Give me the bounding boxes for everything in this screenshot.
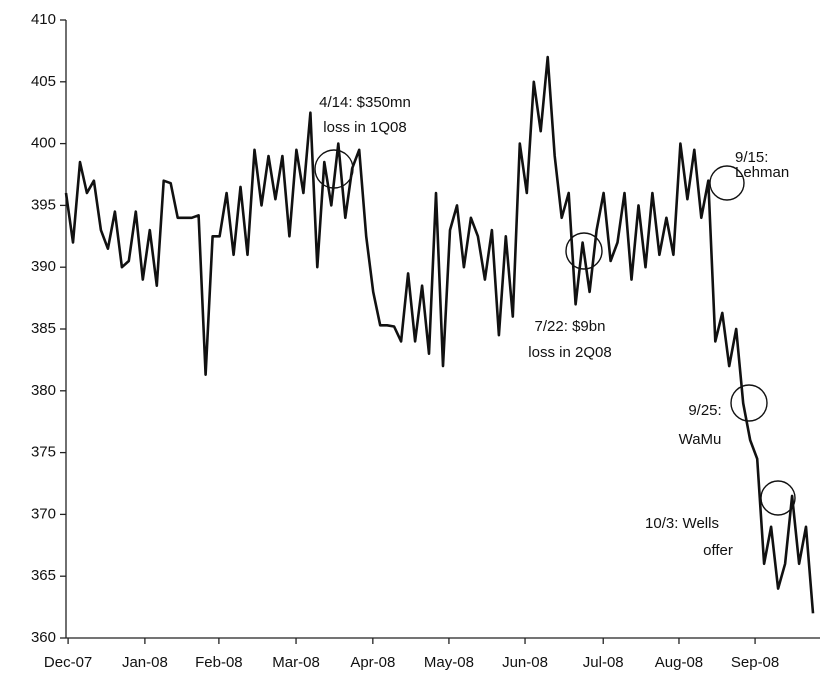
circle: [565, 232, 603, 270]
line: [64, 55, 815, 614]
y-tick-label: 370: [31, 505, 56, 522]
annotation: 4/14: $350mn: [319, 94, 411, 111]
x-tick-label: Mar-08: [272, 654, 320, 671]
x-tick-label: Jan-08: [122, 654, 168, 671]
x-tick-label: Sep-08: [731, 654, 779, 671]
annotation: 9/15:: [735, 149, 768, 166]
x-tick-label: Aug-08: [655, 654, 703, 671]
annotation: loss in 1Q08: [323, 119, 406, 136]
circle: [709, 165, 745, 201]
x-tick-label: Feb-08: [195, 654, 243, 671]
y-tick-label: 385: [31, 320, 56, 337]
y-tick-label: 405: [31, 73, 56, 90]
annotation: Lehman: [735, 164, 789, 181]
y-tick-label: 410: [31, 11, 56, 28]
x-tick-label: Dec-07: [44, 654, 92, 671]
annotation: WaMu: [679, 431, 722, 448]
annotation: loss in 2Q08: [528, 344, 611, 361]
annotation: offer: [703, 542, 733, 559]
annotation: 9/25:: [688, 402, 721, 419]
x-tick-label: Apr-08: [350, 654, 395, 671]
x-tick-label: May-08: [424, 654, 474, 671]
y-tick-label: 395: [31, 196, 56, 213]
x-tick-label: Jul-08: [583, 654, 624, 671]
y-tick-label: 365: [31, 567, 56, 584]
annotation: 10/3: Wells: [645, 515, 719, 532]
x-tick-label: Jun-08: [502, 654, 548, 671]
y-tick-label: 400: [31, 135, 56, 152]
y-tick-label: 380: [31, 382, 56, 399]
circle: [730, 384, 768, 422]
y-tick-label: 360: [31, 629, 56, 646]
annotation: 7/22: $9bn: [535, 318, 606, 335]
y-tick-label: 375: [31, 444, 56, 461]
y-tick-label: 390: [31, 258, 56, 275]
